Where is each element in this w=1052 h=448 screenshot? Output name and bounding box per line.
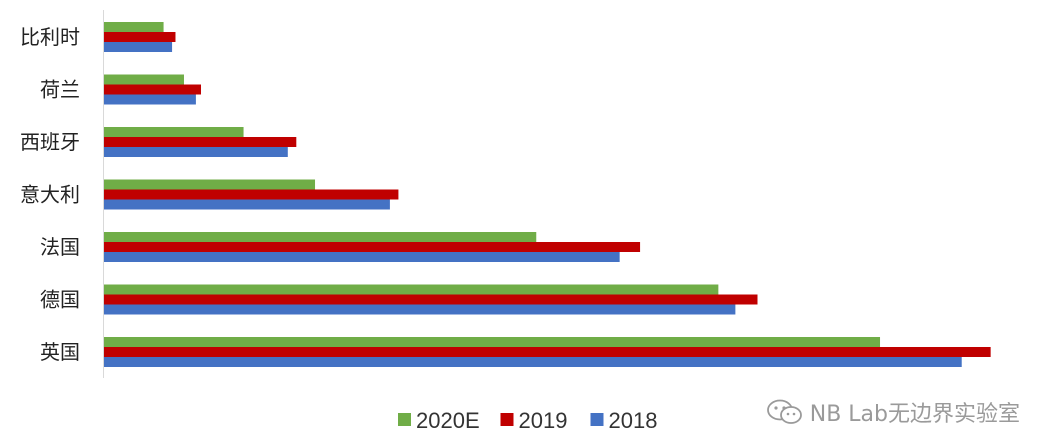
legend-swatch [500, 413, 514, 426]
category-label: 荷兰 [40, 78, 80, 102]
bar [104, 357, 962, 367]
bar [104, 94, 196, 105]
legend-label: 2020E [416, 408, 480, 433]
category-label: 比利时 [20, 25, 80, 49]
legend-label: 2018 [609, 408, 658, 433]
bar [104, 42, 173, 52]
watermark-text: NB Lab无边界实验室 [809, 402, 1020, 427]
category-label: 法国 [40, 235, 80, 259]
watermark: NB Lab无边界实验室 [766, 396, 1020, 428]
wechat-icon [766, 399, 802, 424]
category-label: 意大利 [20, 183, 80, 207]
bar [104, 252, 620, 262]
bars-group [104, 22, 991, 367]
bar [104, 337, 881, 347]
bar [104, 294, 758, 305]
legend-swatch [398, 413, 411, 426]
legend-swatch [590, 413, 604, 426]
bar [104, 147, 288, 157]
bar [104, 137, 297, 147]
bar [104, 74, 184, 85]
bar [104, 179, 316, 190]
bar [104, 84, 202, 95]
bar [104, 189, 399, 200]
bar [104, 232, 537, 242]
bar [104, 304, 736, 315]
bar [104, 32, 176, 42]
category-label: 英国 [40, 340, 80, 364]
category-label: 西班牙 [20, 130, 80, 154]
category-label: 德国 [40, 288, 80, 312]
legend: 2020E 2019 2018 [398, 408, 657, 433]
bar [104, 284, 719, 295]
bar [104, 347, 991, 357]
bar [104, 22, 164, 32]
bar [104, 127, 244, 137]
bar [104, 242, 641, 252]
bar [104, 199, 390, 210]
legend-label: 2019 [519, 408, 568, 433]
